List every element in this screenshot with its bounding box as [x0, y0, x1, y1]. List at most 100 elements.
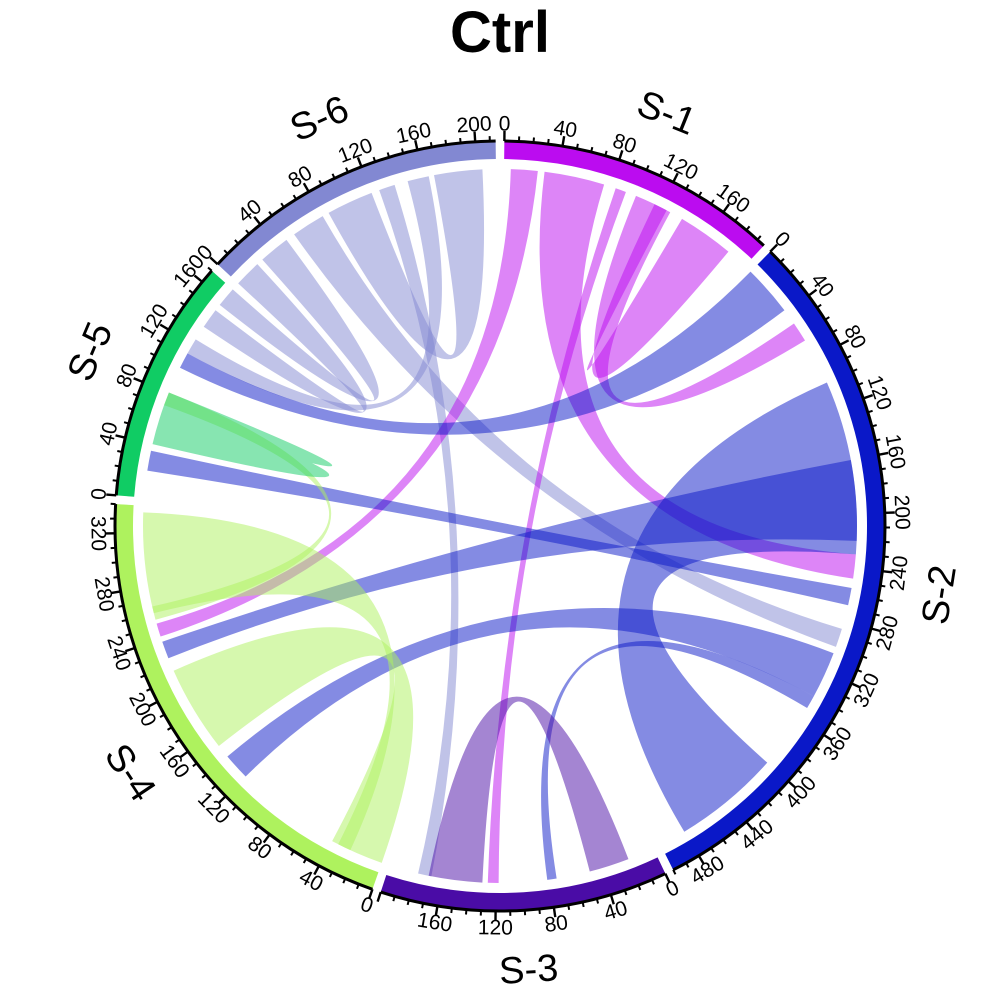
tick-s-2-170 — [880, 467, 886, 471]
tick-s-5-120 — [159, 323, 170, 331]
tick-label-s-4-6: 240 — [102, 633, 135, 674]
tick-s-4-270 — [118, 604, 124, 608]
tick-s-4-140 — [201, 773, 207, 779]
tick-s-6-160 — [414, 139, 419, 151]
tick-label-s-2-4: 160 — [881, 432, 910, 471]
tick-s-2-80 — [839, 339, 850, 347]
tick-s-2-380 — [806, 757, 812, 763]
tick-s-1-90 — [632, 159, 636, 166]
tick-s-4-280 — [110, 590, 121, 595]
tick-label-s-5-0: 0 — [87, 487, 111, 500]
tick-s-6-70 — [292, 194, 298, 200]
tick-s-1-60 — [590, 146, 594, 153]
tick-s-5-130 — [171, 313, 178, 319]
tick-label-s-3-1: 40 — [601, 897, 630, 926]
tick-label-s-6-5: 200 — [456, 112, 492, 137]
tick-s-5-50 — [123, 421, 130, 425]
link-9-s-1-to-s-2 — [594, 195, 806, 408]
tick-label-s-3-3: 120 — [478, 916, 513, 939]
tick-s-6-0 — [209, 256, 219, 266]
link-10-s-1-to-s-1 — [586, 204, 729, 378]
tick-s-2-10 — [779, 257, 785, 263]
tick-s-4-40 — [313, 865, 321, 876]
tick-s-5-170 — [207, 266, 213, 272]
tick-s-3-150 — [450, 907, 453, 914]
link-20-s-4-to-s-5 — [152, 392, 332, 620]
tick-s-5-160 — [193, 274, 204, 283]
tick-s-6-10 — [223, 249, 229, 255]
tick-s-2-100 — [852, 368, 858, 373]
tick-s-2-130 — [867, 409, 873, 414]
tick-s-1-100 — [645, 165, 650, 171]
tick-s-1-190 — [756, 235, 762, 241]
tick-s-5-70 — [132, 393, 139, 397]
tick-s-2-320 — [850, 682, 861, 689]
tick-label-s-2-2: 80 — [839, 321, 870, 352]
tick-s-4-130 — [211, 784, 217, 790]
sector-track-s-2 — [665, 251, 885, 870]
tick-s-2-270 — [874, 613, 880, 617]
tick-s-5-80 — [133, 377, 144, 384]
tick-s-6-50 — [268, 211, 273, 217]
tick-s-2-70 — [832, 328, 838, 334]
tick-label-s-1-0: 0 — [499, 112, 511, 135]
tick-s-5-0 — [106, 493, 117, 497]
tick-s-2-450 — [734, 830, 739, 836]
link-17-s-3-to-s-3 — [428, 696, 629, 883]
tick-s-3-80 — [552, 907, 557, 918]
tick-s-5-30 — [117, 450, 123, 453]
tick-s-6-100 — [331, 173, 336, 179]
sector-track-s-1 — [504, 141, 764, 259]
tick-s-3-200 — [376, 891, 382, 902]
tick-s-3-40 — [609, 894, 615, 905]
tick-s-1-30 — [547, 138, 550, 145]
links-layer — [143, 169, 858, 883]
tick-label-s-2-7: 280 — [872, 613, 904, 653]
tick-s-2-330 — [844, 695, 851, 700]
tick-label-s-3-4: 160 — [416, 908, 454, 936]
tick-s-5-90 — [143, 365, 150, 370]
sector-track-s-5 — [116, 270, 226, 497]
tick-s-6-150 — [400, 148, 405, 154]
tick-s-2-180 — [882, 482, 888, 485]
tick-s-2-460 — [722, 839, 727, 845]
tick-s-2-50 — [816, 303, 822, 309]
tick-s-1-160 — [722, 203, 730, 214]
link-0-s-6-to-s-5 — [203, 264, 367, 413]
tick-s-2-90 — [845, 354, 852, 359]
tick-s-3-180 — [406, 899, 410, 906]
tick-s-1-80 — [618, 150, 624, 161]
tick-s-5-40 — [115, 434, 126, 439]
tick-label-s-1-1: 40 — [552, 116, 579, 142]
tick-s-4-210 — [146, 687, 152, 692]
tick-s-4-80 — [262, 833, 271, 844]
tick-s-6-60 — [280, 202, 285, 208]
tick-s-1-150 — [710, 199, 715, 205]
tick-s-4-220 — [140, 674, 146, 679]
link-7-s-1-to-s-2 — [539, 171, 856, 579]
tick-s-6-180 — [444, 139, 448, 145]
tick-s-4-110 — [231, 805, 237, 811]
tick-s-2-350 — [830, 721, 837, 726]
tick-s-3-170 — [421, 903, 425, 909]
link-18-s-4-to-s-4 — [173, 627, 414, 863]
tick-s-6-40 — [253, 216, 262, 226]
sector-label-s-5: S-5 — [60, 316, 122, 387]
tick-s-4-90 — [254, 824, 259, 831]
tick-s-5-60 — [127, 407, 134, 411]
tick-s-2-240 — [882, 569, 893, 574]
tick-s-4-250 — [125, 633, 131, 637]
tick-s-4-240 — [124, 646, 136, 653]
tick-s-4-230 — [134, 660, 141, 665]
tick-s-2-60 — [824, 316, 830, 321]
tick-s-2-360 — [822, 733, 833, 742]
tick-label-s-3-2: 80 — [543, 911, 569, 937]
tick-s-3-90 — [538, 908, 541, 915]
tick-label-s-2-6: 240 — [886, 554, 913, 592]
tick-s-4-120 — [217, 795, 227, 805]
tick-label-s-1-2: 80 — [610, 129, 639, 158]
tick-s-4-170 — [174, 738, 181, 744]
tick-s-1-180 — [745, 225, 751, 231]
tick-s-2-370 — [814, 746, 821, 751]
tick-s-4-160 — [179, 750, 189, 759]
